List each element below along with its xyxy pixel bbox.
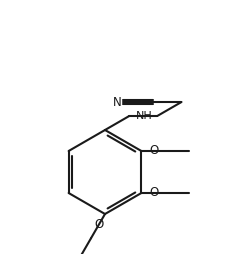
Text: O: O: [94, 218, 103, 231]
Text: NH: NH: [136, 111, 153, 121]
Text: O: O: [149, 186, 159, 199]
Text: N: N: [113, 96, 122, 108]
Text: O: O: [149, 145, 159, 157]
